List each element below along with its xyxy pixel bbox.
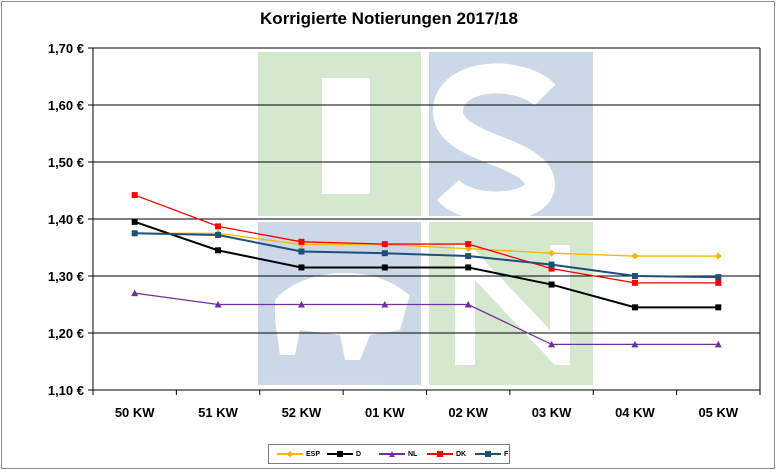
watermark-block-green-top [258,52,421,216]
data-point-f [465,253,472,260]
data-point-esp [714,252,722,260]
legend-marker [437,451,443,457]
legend-swatch [427,451,453,457]
data-point-f [131,230,138,237]
data-point-dk [381,241,388,248]
data-point-dk [298,238,305,245]
data-point-nl [464,301,472,308]
series-dk [131,192,722,286]
data-point-nl [548,340,556,348]
axes [88,47,761,395]
watermark-block-green-bottom [429,222,593,385]
data-point-nl [131,289,139,297]
x-tick-label: 03 KW [532,405,572,420]
data-point-f [715,274,722,281]
data-point-f [381,250,388,257]
data-point-nl [297,301,305,308]
x-tick-label: 01 KW [365,405,405,420]
x-tick-label: 04 KW [615,405,655,420]
data-point-d [631,304,638,311]
x-axis-tick-labels: 50 KW 51 KW 52 KW 01 KW 02 KW 03 KW 04 KW 05 KW [115,405,739,420]
series-line-dk [134,194,719,284]
x-tick-label: 52 KW [282,405,322,420]
legend-item-d: D [327,447,361,461]
data-point-dk [631,279,638,286]
legend-label: ESP [306,450,321,458]
y-axis-tick-labels: 1,10 € 1,20 € 1,30 € 1,40 € 1,50 € 1,60 € 1,70… [48,41,84,398]
legend-swatch [277,450,303,458]
data-point-esp [631,252,639,260]
series-f [131,230,722,281]
data-point-nl [714,340,722,348]
x-tick-label: 51 KW [198,405,238,420]
legend: ESP D NL DK F [268,444,510,464]
series-line-d [134,220,719,309]
data-point-nl [631,340,639,348]
data-point-d [715,304,722,311]
x-tick-label: 02 KW [448,405,488,420]
y-tick-label: 1,60 € [48,98,84,113]
watermark-block-blue-top [429,52,593,216]
isn-watermark-logo [258,52,593,385]
legend-label: D [356,450,362,458]
data-point-d [548,281,555,288]
legend-swatch [475,451,501,457]
series-lines [131,192,722,348]
data-point-dk [131,192,138,199]
legend-label: F [504,450,509,458]
series-line-nl [134,292,719,346]
legend-item-esp: ESP [277,447,320,461]
legend-marker [485,451,491,457]
data-point-d [131,218,138,225]
series-d [131,218,722,311]
y-tick-label: 1,50 € [48,155,84,170]
data-point-f [548,261,555,268]
data-point-d [381,264,388,271]
y-tick-label: 1,40 € [48,212,84,227]
data-point-d [215,247,222,254]
data-point-dk [215,223,222,230]
data-point-f [631,273,638,279]
chart-title: Korrigierte Notierungen 2017/18 [260,9,518,28]
x-tick-label: 50 KW [115,405,155,420]
grid-lines [93,47,760,334]
watermark-pig-silhouette [275,273,410,360]
legend-label: DK [456,450,467,458]
legend-item-dk: DK [427,447,466,461]
y-tick-label: 1,70 € [48,41,84,56]
data-point-esp [548,249,556,257]
data-point-nl [214,301,222,308]
series-line-f [134,232,719,279]
legend-swatch [327,451,353,457]
data-point-dk [715,279,722,286]
legend-item-f: F [475,447,508,461]
y-tick-label: 1,30 € [48,269,84,284]
legend-item-nl: NL [379,447,417,461]
data-point-f [215,231,222,238]
watermark-letter-n [455,245,570,365]
data-point-dk [465,241,472,248]
data-point-d [298,264,305,271]
watermark-letter-s [433,63,556,222]
legend-swatch [379,451,405,457]
series-line-esp [134,232,719,257]
data-point-nl [381,301,389,308]
series-nl [131,289,722,348]
watermark-letter-i [322,78,370,194]
data-point-dk [548,265,555,272]
y-tick-label: 1,10 € [48,383,84,398]
data-point-d [465,264,472,271]
legend-label: NL [408,450,418,458]
legend-marker [286,450,294,458]
legend-marker [337,451,343,457]
x-tick-label: 05 KW [698,405,738,420]
y-tick-label: 1,20 € [48,326,84,341]
data-point-f [298,248,305,255]
legend-marker [389,451,395,457]
